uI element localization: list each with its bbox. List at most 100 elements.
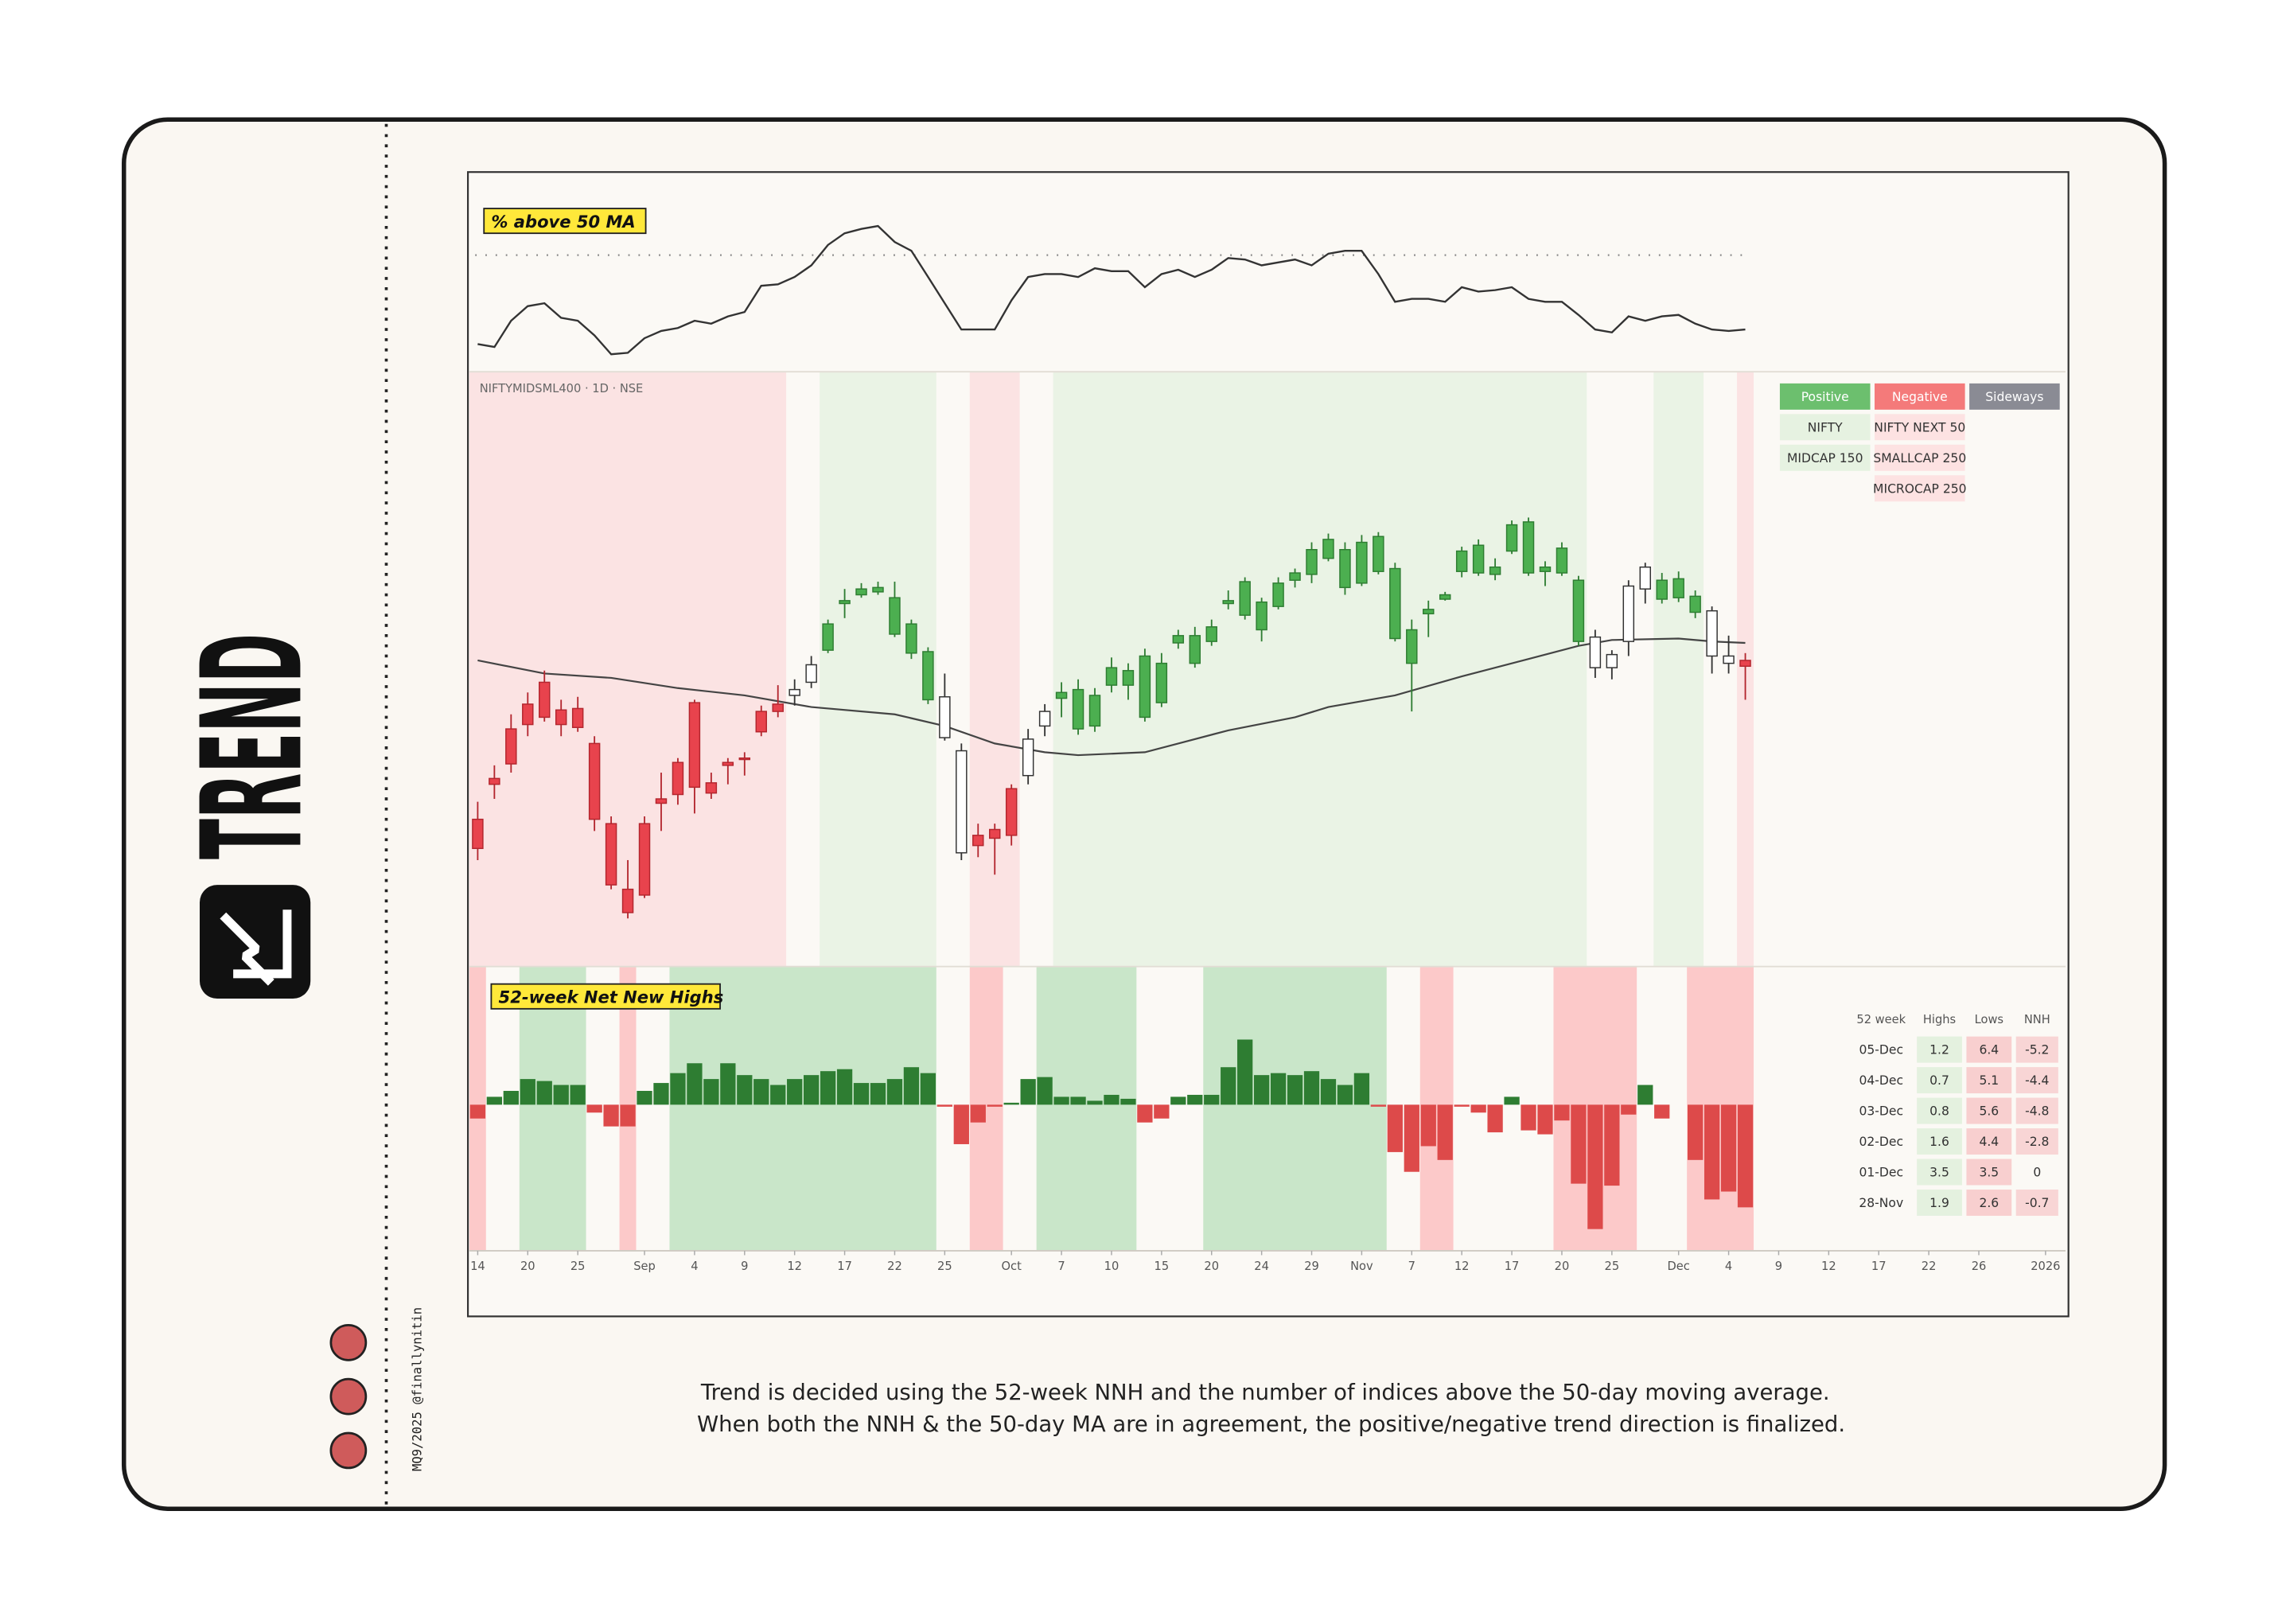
candle-body: [755, 711, 767, 733]
table-cell-text: 04-Dec: [1859, 1073, 1903, 1088]
bar: [1404, 1104, 1419, 1172]
candle-body: [1289, 572, 1301, 581]
bar: [1521, 1104, 1536, 1131]
x-tick-label: 12: [1821, 1260, 1836, 1273]
x-tick-label: 9: [1775, 1260, 1782, 1273]
table-cell: [1875, 444, 1965, 471]
bar: [570, 1085, 586, 1105]
table-cell-text: 6.4: [1979, 1043, 1999, 1057]
bar: [1654, 1104, 1670, 1119]
table-header: 52 week: [1856, 1013, 1906, 1026]
bar: [936, 1104, 952, 1107]
bar: [970, 1104, 986, 1123]
x-tick-label: 25: [570, 1260, 586, 1273]
table-cell-text: MIDCAP 150: [1787, 451, 1863, 465]
x-tick-label: 26: [1972, 1260, 1987, 1273]
dots: [329, 1324, 368, 1470]
table-cell-text: 1.2: [1929, 1043, 1949, 1057]
candle-body: [1489, 566, 1501, 575]
bar: [1571, 1104, 1587, 1184]
candle-body: [1373, 535, 1384, 572]
x-tick-label: 25: [1605, 1260, 1620, 1273]
logo-mark: [233, 909, 292, 979]
table-cell: [1917, 1190, 1962, 1216]
table-cell: [1917, 1097, 1962, 1124]
candle-body: [972, 835, 984, 847]
table-cell-text: 1.9: [1929, 1196, 1949, 1210]
bar: [737, 1075, 753, 1105]
candle-body: [1105, 667, 1118, 686]
x-tick-label: 25: [937, 1260, 952, 1273]
table-header-cell: [1779, 383, 1871, 410]
table-cell-text: -4.4: [2025, 1073, 2049, 1088]
candle-body: [1472, 544, 1485, 574]
bar: [804, 1075, 820, 1105]
panel-title: 52-week Net New Highs: [499, 987, 724, 1007]
bar: [687, 1063, 703, 1105]
table-header: Lows: [1975, 1013, 2003, 1026]
bar: [1737, 1104, 1754, 1208]
candle-body: [1239, 581, 1251, 616]
table-header: Highs: [1923, 1013, 1956, 1026]
candle-body: [1423, 609, 1435, 615]
candle-body: [505, 728, 517, 765]
bar: [536, 1081, 552, 1105]
candle-body: [688, 702, 701, 789]
table-cell-text: -2.8: [2025, 1135, 2049, 1149]
table-cell: [1917, 1128, 1962, 1155]
trend-region: [1587, 372, 1654, 967]
x-tick-label: Nov: [1350, 1260, 1373, 1273]
trend-region: [1053, 372, 1587, 967]
bar: [1237, 1039, 1253, 1105]
table-header-cell: [1969, 383, 2060, 410]
bar: [1370, 1104, 1387, 1107]
candle-body: [1072, 688, 1084, 730]
bar: [1120, 1098, 1136, 1105]
table-cell-text: 0.7: [1929, 1073, 1949, 1088]
table-header-cell: [1875, 383, 1965, 410]
panel-label-box: [490, 983, 721, 1010]
trend-region: [1704, 372, 1738, 967]
x-tick-label: 20: [1204, 1260, 1219, 1273]
bar: [1303, 1071, 1320, 1105]
bar: [1487, 1104, 1503, 1133]
table-cell-text: SMALLCAP 250: [1873, 451, 1966, 465]
bar: [1070, 1096, 1086, 1105]
table-cell: [1779, 444, 1871, 471]
bar: [1253, 1075, 1270, 1105]
table-cell-text: 3.5: [1979, 1166, 1999, 1180]
x-tick-label: 17: [1871, 1260, 1887, 1273]
trend-region: [485, 966, 520, 1251]
candle-body: [839, 600, 851, 605]
credit: MQ9/2025 @finallynitin: [410, 1307, 424, 1471]
candle-body: [772, 703, 784, 712]
trend-region: [1653, 372, 1704, 967]
candle-body: [738, 757, 751, 761]
dot: [329, 1377, 368, 1416]
x-tick-label: 4: [691, 1260, 698, 1273]
bar: [787, 1079, 803, 1105]
candle-body: [1155, 662, 1168, 703]
bar: [1537, 1104, 1553, 1135]
bar: [586, 1104, 602, 1113]
table-cell: [1966, 1067, 2012, 1094]
candle-body: [855, 588, 867, 596]
candle-body: [722, 761, 734, 766]
table-cell-text: 5.1: [1979, 1073, 1999, 1088]
bar: [637, 1090, 652, 1105]
candle-body: [822, 623, 834, 651]
x-tick-label: 15: [1155, 1260, 1170, 1273]
table-header: NNH: [2024, 1013, 2050, 1026]
table-header: Sideways: [1985, 390, 2043, 404]
table-cell-text: 4.4: [1979, 1135, 1999, 1149]
trend-region: [669, 966, 936, 1251]
table-cell: [2015, 1067, 2058, 1094]
candle-body: [1455, 550, 1468, 572]
candle-body: [905, 623, 917, 654]
table-cell: [1966, 1190, 2012, 1216]
table-cell-text: -4.8: [2025, 1104, 2049, 1119]
table-cell: [1779, 414, 1871, 441]
candle-body: [605, 823, 617, 886]
candle-body: [922, 651, 934, 701]
